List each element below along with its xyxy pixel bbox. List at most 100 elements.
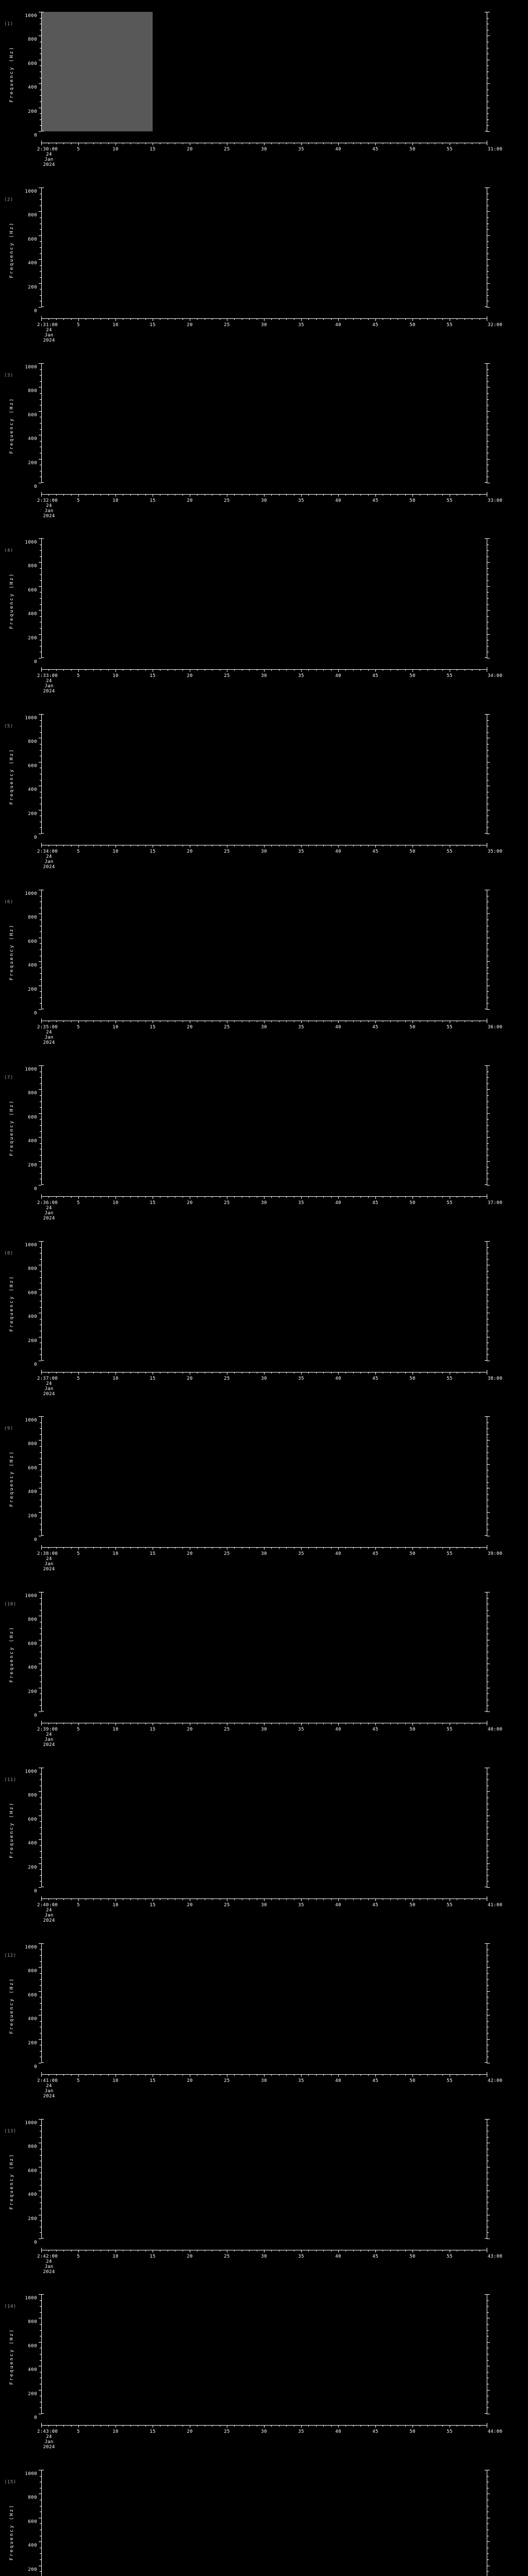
x-axis-minor-tick [63, 845, 64, 847]
panel-index-label: (3) [4, 372, 13, 378]
x-axis-tick [78, 2249, 79, 2252]
x-axis-minor-tick [234, 318, 235, 320]
plot-area[interactable] [41, 12, 487, 131]
x-axis-minor-tick [130, 1899, 131, 1900]
y-axis-tick-label: 1000 [25, 189, 37, 194]
y-axis-minor-tick [40, 1277, 41, 1278]
x-axis-tick [301, 1547, 302, 1550]
y-axis-tick-label: 800 [28, 2319, 37, 2325]
x-axis-minor-tick [390, 2425, 391, 2427]
x-axis-origin-label: 2:37:00 24 Jan 2024 [37, 1376, 58, 1397]
x-axis-minor-tick [108, 1196, 109, 1198]
x-axis-tick [375, 845, 376, 848]
x-axis-minor-tick [427, 2074, 428, 2076]
x-axis-minor-tick [145, 1021, 146, 1022]
x-axis-tick-label: 35 [298, 498, 304, 503]
x-axis-tick [412, 494, 413, 497]
x-axis-date-month: Jan [44, 157, 54, 162]
x-axis-end-time: 39:00 [487, 1551, 503, 1557]
y-axis-minor-tick [40, 1845, 41, 1846]
x-axis-tick-label: 50 [409, 673, 416, 679]
x-axis-tick [338, 1899, 339, 1901]
y-axis-minor-tick [40, 646, 41, 647]
y-axis-tick-right [487, 83, 490, 84]
x-axis-tick-label: 45 [372, 849, 378, 855]
x-axis-tick-label: 5 [77, 673, 80, 679]
panel-index-label: (4) [4, 548, 13, 554]
x-axis-tick [301, 494, 302, 497]
spectrogram-panel: 0 200 400 600 800 1000 Frequency (Hz) (12) 5 10 15… [0, 1931, 528, 2107]
x-axis-tick-label: 10 [112, 498, 119, 503]
plot-area[interactable] [41, 2294, 487, 2414]
y-axis-minor-tick-right [487, 2155, 489, 2156]
y-axis-tick-label: 1000 [25, 364, 37, 370]
plot-area[interactable] [41, 1416, 487, 1536]
plot-area[interactable] [41, 1241, 487, 1361]
y-axis-minor-tick-right [487, 1598, 489, 1599]
y-axis-tick-right [487, 363, 490, 364]
x-axis-tick [264, 1547, 265, 1550]
y-axis-minor-tick [40, 1610, 41, 1611]
y-axis-minor-tick-right [487, 2232, 489, 2233]
y-axis-tick [39, 83, 41, 84]
y-axis-tick-label: 600 [28, 2344, 37, 2349]
y-axis-label-wrap: 1000 [0, 185, 37, 195]
x-axis-minor-tick [323, 669, 324, 671]
x-axis-minor-tick [405, 845, 406, 847]
y-axis-tick-right [487, 1137, 490, 1138]
x-axis-start-time: 2:35:00 [37, 1025, 58, 1030]
x-axis-minor-tick [93, 1371, 94, 1374]
y-spine-cap-top [41, 538, 44, 539]
x-axis-minor-tick [331, 1021, 332, 1022]
x-axis-tick [78, 1723, 79, 1726]
y-axis-tick-label: 1000 [25, 2120, 37, 2126]
y-axis-label-wrap: 0 [0, 2236, 37, 2246]
x-axis-tick [412, 845, 413, 848]
y-spine-cap-bot [41, 657, 44, 658]
x-axis-minor-tick [308, 2425, 309, 2427]
x-axis-date-year: 2024 [43, 162, 55, 167]
y-axis-label-wrap: 800 [0, 1613, 37, 1623]
plot-area[interactable] [41, 538, 487, 658]
x-axis-date-month: Jan [44, 508, 54, 514]
y-axis-minor-tick [40, 375, 41, 376]
y-axis-minor-tick [40, 1003, 41, 1004]
x-axis-minor-tick [331, 1196, 332, 1198]
plot-area[interactable] [41, 1592, 487, 1712]
x-axis-date-year: 2024 [43, 1918, 55, 1923]
y-axis-label-wrap: 800 [0, 735, 37, 745]
y-axis-minor-tick [40, 550, 41, 551]
y-axis-minor-tick [40, 979, 41, 980]
x-axis-tick-label: 30 [261, 1025, 267, 1030]
plot-area[interactable] [41, 1943, 487, 2063]
plot-area[interactable] [41, 2119, 487, 2239]
y-axis-label-wrap: 1000 [0, 2467, 37, 2477]
x-axis-minor-tick [368, 1899, 369, 1900]
plot-area[interactable] [41, 187, 487, 307]
x-axis-minor-tick [345, 143, 346, 144]
x-axis-tick-label: 55 [447, 1200, 453, 1206]
x-axis-minor-tick [71, 2249, 72, 2251]
x-axis-minor-tick [353, 318, 354, 320]
x-axis-tick [301, 2425, 302, 2428]
x-axis-tick [301, 669, 302, 672]
y-axis-tick-right [487, 1161, 490, 1162]
plot-area[interactable] [41, 1768, 487, 1887]
y-axis-label-wrap: 600 [0, 1462, 37, 1471]
y-axis-minor-tick [40, 2571, 41, 2572]
y-axis-minor-tick-right [487, 1277, 489, 1278]
x-axis-tick-label: 35 [298, 322, 304, 328]
x-axis-tick-label: 45 [372, 2253, 378, 2259]
y-axis-minor-tick-right [487, 556, 489, 557]
x-axis-minor-tick [331, 2249, 332, 2251]
plot-area[interactable] [41, 1065, 487, 1185]
plot-area[interactable] [41, 890, 487, 1009]
plot-area[interactable] [41, 363, 487, 483]
y-axis-label-wrap: 0 [0, 2060, 37, 2070]
plot-area[interactable] [41, 2470, 487, 2576]
x-axis-minor-tick [331, 1899, 332, 1900]
plot-area[interactable] [41, 714, 487, 834]
x-axis-tick [301, 845, 302, 848]
x-axis-tick-label: 55 [447, 1727, 453, 1733]
x-axis-minor-tick [360, 1899, 361, 1900]
